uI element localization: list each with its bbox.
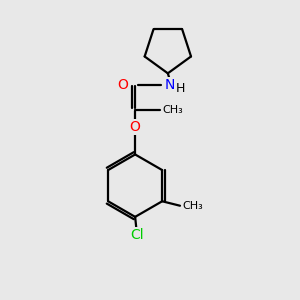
Text: H: H — [176, 82, 185, 95]
Text: Cl: Cl — [130, 228, 143, 242]
Text: CH₃: CH₃ — [182, 201, 203, 211]
Text: CH₃: CH₃ — [163, 105, 184, 115]
Text: N: N — [165, 78, 175, 92]
Text: O: O — [130, 120, 141, 134]
Text: O: O — [117, 78, 128, 92]
